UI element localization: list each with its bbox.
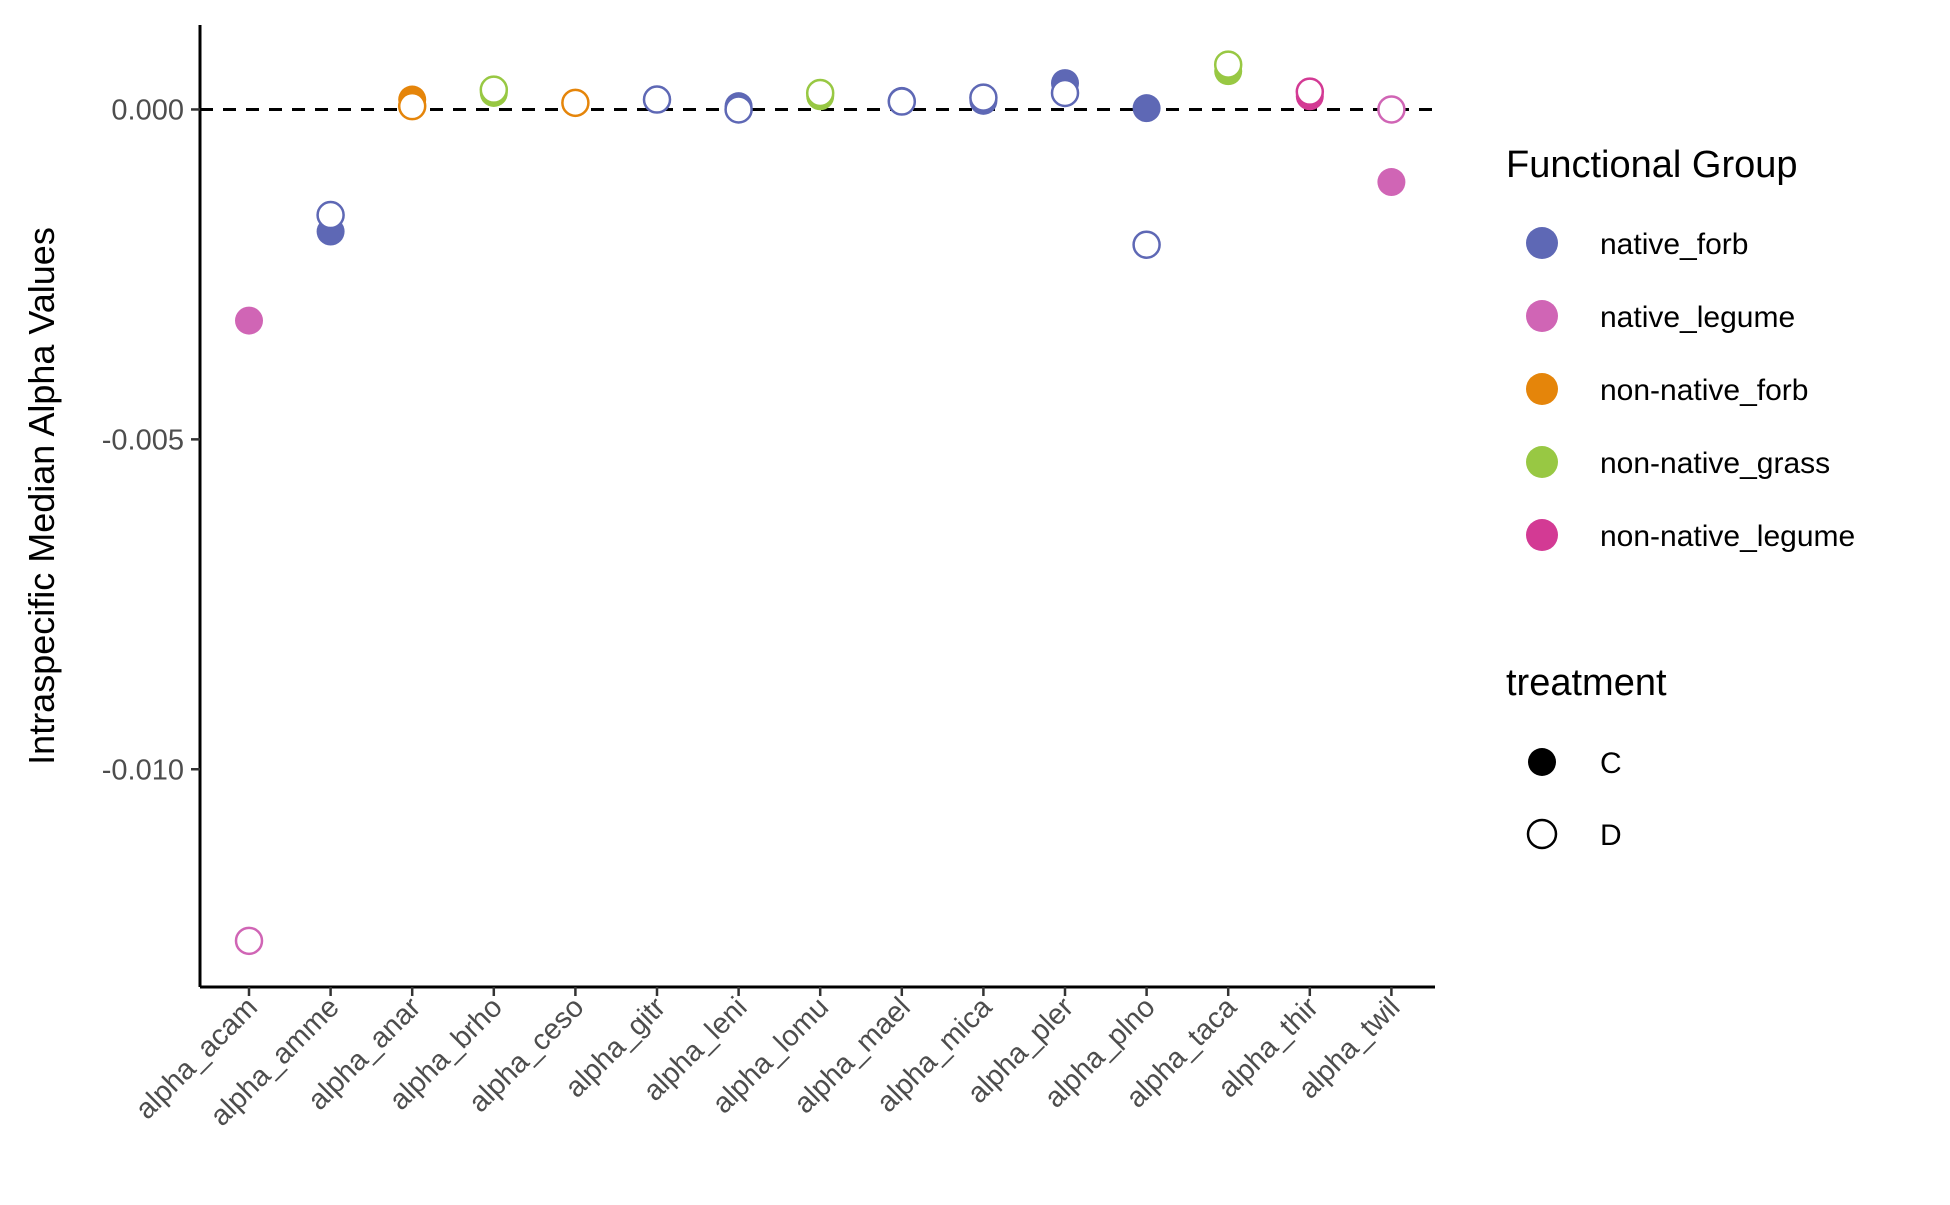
legend-label: C [1600, 747, 1622, 780]
data-point-d-alpha_amme [316, 200, 345, 230]
data-point-d-alpha_taca [1213, 50, 1243, 79]
y-tick-label: -0.010 [102, 754, 184, 786]
data-point-c-alpha_acam [235, 306, 263, 335]
legend-label: non-native_grass [1600, 447, 1830, 480]
data-point-d-alpha_gitr [642, 85, 672, 114]
legend-label: native_legume [1600, 301, 1795, 334]
data-point-d-alpha_leni [724, 95, 753, 124]
legend: Functional Group native_forb native_legume… [1506, 144, 1855, 852]
data-point-d-alpha_anar [397, 91, 427, 121]
legend-title-functional-group: Functional Group [1506, 144, 1798, 186]
data-point-d-alpha_thir [1295, 77, 1325, 106]
legend-label: non-native_legume [1600, 520, 1855, 553]
data-point-c-alpha_twil [1377, 168, 1406, 197]
y-tick-label: 0.000 [111, 94, 184, 126]
y-axis-title: Intraspecific Median Alpha Values [21, 227, 62, 765]
data-point-d-alpha_acam [234, 926, 264, 956]
data-point-d-alpha_lomu [805, 78, 835, 108]
data-point-d-alpha_twil [1377, 95, 1406, 124]
legend-label: non-native_forb [1600, 374, 1808, 407]
y-tick-label: -0.005 [102, 424, 184, 456]
data-point-d-alpha_brho [479, 75, 509, 104]
legend-swatch-non-native_grass [1526, 446, 1558, 478]
legend-swatch-treatment-D [1526, 818, 1558, 850]
data-point-d-alpha_mael [887, 87, 917, 116]
data-point-d-alpha_plno [1132, 230, 1161, 259]
legend-swatch-non-native_forb [1526, 373, 1558, 405]
data-point-c-alpha_plno [1132, 94, 1161, 123]
legend-swatch-native_legume [1526, 300, 1558, 332]
data-points [234, 50, 1406, 956]
legend-label: D [1600, 819, 1622, 852]
axes: 0.000-0.005-0.010alpha_acamalpha_ammealp… [21, 25, 1435, 1133]
legend-label: native_forb [1600, 228, 1748, 261]
data-point-d-alpha_ceso [561, 88, 590, 118]
data-point-d-alpha_pler [1050, 78, 1080, 108]
legend-swatch-non-native_legume [1526, 519, 1558, 551]
legend-swatch-native_forb [1526, 227, 1558, 259]
legend-swatch-treatment-C [1528, 748, 1556, 776]
data-point-d-alpha_mica [969, 83, 998, 112]
legend-title-treatment: treatment [1506, 662, 1667, 704]
